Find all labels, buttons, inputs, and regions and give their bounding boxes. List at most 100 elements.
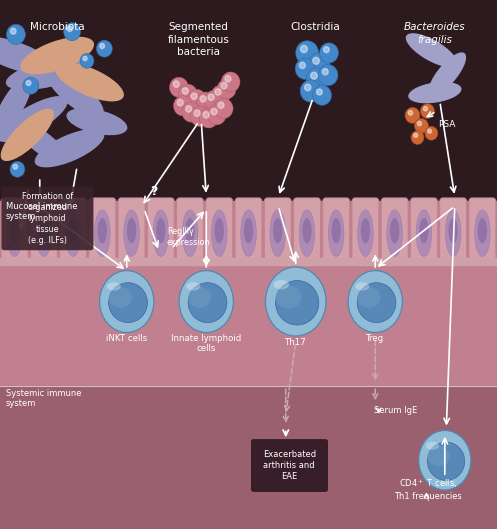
Circle shape (80, 53, 94, 68)
Ellipse shape (153, 210, 168, 257)
FancyBboxPatch shape (411, 198, 437, 265)
Circle shape (308, 53, 330, 76)
Ellipse shape (478, 218, 487, 243)
Circle shape (225, 76, 231, 82)
Circle shape (211, 85, 230, 105)
Ellipse shape (17, 123, 68, 163)
Ellipse shape (99, 270, 154, 332)
Circle shape (64, 23, 81, 41)
Ellipse shape (55, 62, 124, 102)
Ellipse shape (273, 280, 289, 289)
Circle shape (190, 106, 209, 126)
Text: Bacteroides
fragilis: Bacteroides fragilis (404, 22, 466, 44)
Circle shape (187, 89, 206, 110)
Circle shape (217, 79, 236, 99)
Ellipse shape (427, 442, 465, 480)
Ellipse shape (358, 210, 373, 257)
Ellipse shape (329, 210, 344, 257)
Ellipse shape (179, 270, 234, 332)
Circle shape (317, 89, 322, 95)
Circle shape (178, 84, 197, 104)
Circle shape (96, 40, 112, 57)
Circle shape (411, 131, 424, 144)
Text: Serum IgE: Serum IgE (374, 406, 417, 415)
FancyBboxPatch shape (469, 198, 496, 265)
Circle shape (204, 90, 223, 111)
Ellipse shape (65, 210, 81, 257)
FancyBboxPatch shape (206, 198, 233, 265)
Circle shape (182, 102, 201, 122)
Ellipse shape (299, 210, 315, 257)
Circle shape (425, 126, 438, 140)
Text: Innate lymphoid
cells: Innate lymphoid cells (171, 334, 242, 353)
Ellipse shape (185, 218, 195, 243)
Text: Formation of
organized
lymphoid
tissue
(e.g. ILFs): Formation of organized lymphoid tissue (… (21, 192, 73, 245)
Circle shape (169, 77, 188, 97)
Circle shape (311, 72, 317, 79)
Circle shape (194, 110, 200, 116)
Circle shape (23, 77, 39, 94)
Ellipse shape (94, 210, 110, 257)
Ellipse shape (406, 33, 457, 67)
Ellipse shape (302, 218, 312, 243)
Circle shape (423, 106, 427, 111)
Bar (0, 258, 497, 264)
Ellipse shape (428, 52, 466, 96)
Circle shape (408, 111, 413, 115)
Ellipse shape (20, 37, 94, 74)
Circle shape (173, 81, 179, 87)
Ellipse shape (265, 267, 326, 336)
Circle shape (296, 41, 319, 65)
Circle shape (203, 112, 209, 118)
Ellipse shape (69, 218, 78, 243)
Circle shape (427, 129, 431, 133)
Text: ?: ? (151, 185, 158, 198)
Ellipse shape (425, 442, 439, 450)
Text: Microbiota: Microbiota (30, 22, 84, 32)
Circle shape (26, 80, 31, 86)
Circle shape (414, 133, 417, 138)
Ellipse shape (188, 282, 227, 323)
Ellipse shape (275, 286, 302, 308)
Circle shape (313, 85, 331, 105)
Ellipse shape (67, 108, 127, 135)
Circle shape (215, 89, 221, 95)
Ellipse shape (244, 218, 253, 243)
Text: Exacerbated
arthritis and
EAE: Exacerbated arthritis and EAE (263, 450, 316, 481)
Ellipse shape (215, 218, 224, 243)
Circle shape (417, 121, 421, 126)
Text: Clostridia: Clostridia (291, 22, 340, 32)
Bar (0, 386, 497, 529)
Circle shape (295, 58, 315, 79)
Circle shape (318, 65, 338, 86)
FancyBboxPatch shape (381, 198, 408, 265)
Ellipse shape (36, 210, 52, 257)
Ellipse shape (109, 287, 132, 308)
Circle shape (211, 108, 217, 115)
Circle shape (218, 102, 224, 108)
Circle shape (10, 28, 16, 34)
Circle shape (208, 94, 214, 101)
FancyBboxPatch shape (176, 198, 203, 265)
Circle shape (196, 92, 215, 112)
Ellipse shape (427, 446, 450, 466)
Ellipse shape (331, 218, 341, 243)
Circle shape (10, 161, 25, 177)
Text: Mucosal immune
system: Mucosal immune system (6, 202, 78, 222)
Circle shape (191, 93, 197, 99)
Ellipse shape (156, 218, 166, 243)
Ellipse shape (127, 218, 136, 243)
Text: RegIIIγ
expression: RegIIIγ expression (167, 227, 211, 247)
Ellipse shape (273, 218, 282, 243)
FancyBboxPatch shape (118, 198, 145, 265)
Circle shape (221, 72, 240, 92)
Circle shape (322, 69, 328, 75)
Circle shape (207, 105, 226, 125)
Circle shape (177, 99, 183, 106)
FancyBboxPatch shape (30, 198, 57, 265)
FancyBboxPatch shape (1, 198, 28, 265)
Ellipse shape (357, 282, 396, 323)
FancyBboxPatch shape (60, 198, 86, 265)
Text: Treg: Treg (366, 334, 384, 343)
FancyBboxPatch shape (352, 198, 379, 265)
